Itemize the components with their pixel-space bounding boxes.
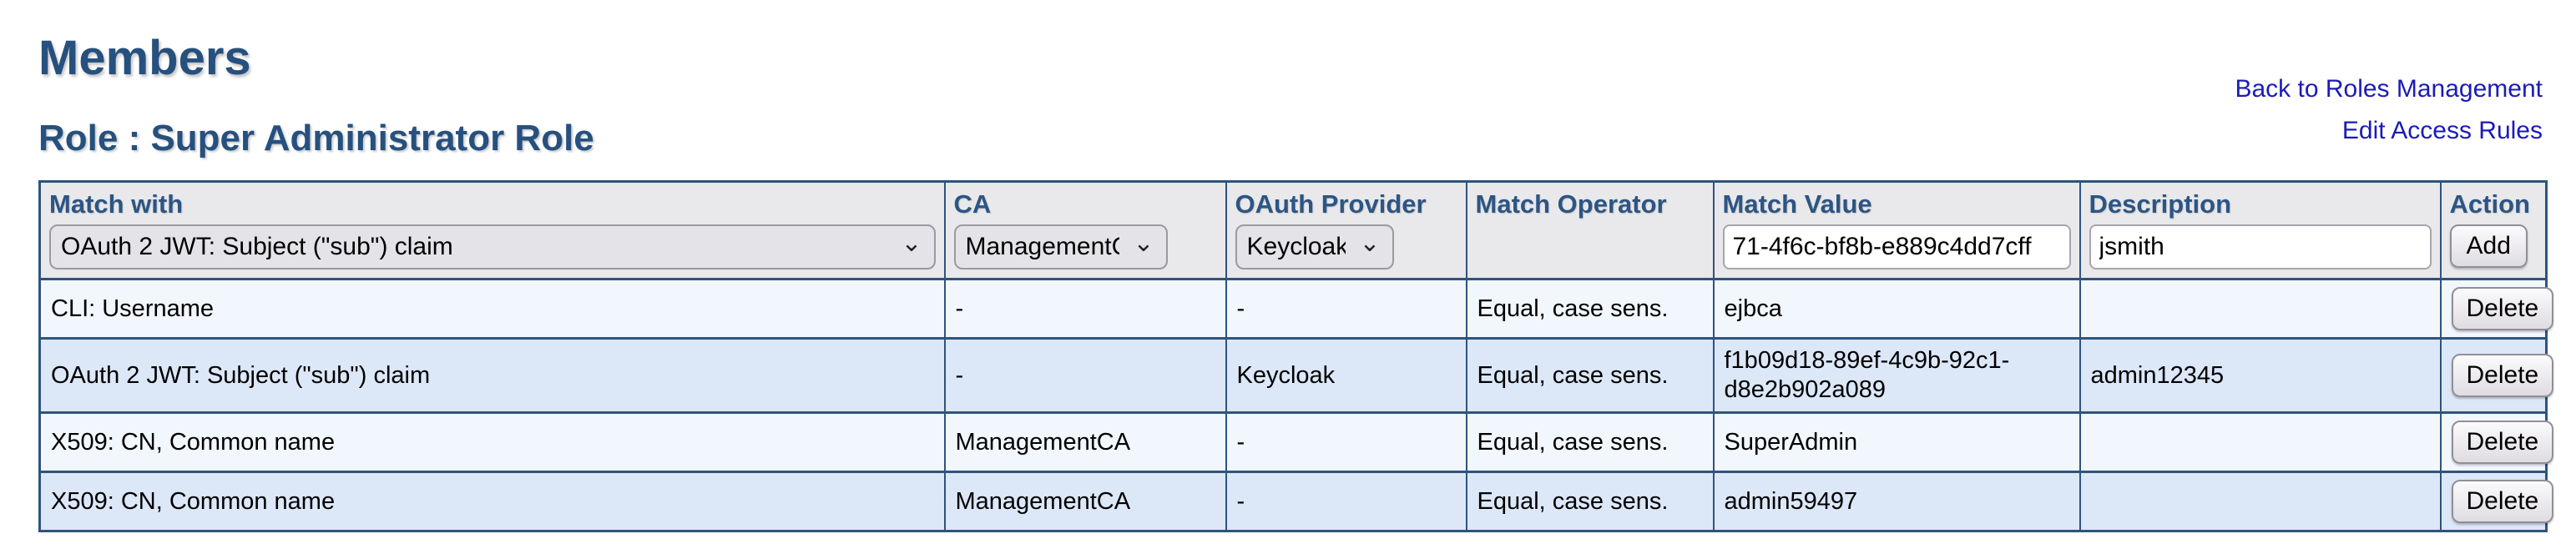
cell-ca: ManagementCA — [943, 411, 1227, 473]
ca-select[interactable]: ManagementCA ⌄ — [953, 224, 1168, 269]
cell-match-operator: Equal, case sens. — [1465, 411, 1715, 473]
header-cell-match-value: Match Value — [1712, 180, 2081, 280]
cell-oauth-provider: - — [1225, 411, 1467, 473]
chevron-down-icon: ⌄ — [1133, 229, 1154, 257]
column-header-action: Action — [2449, 189, 2530, 219]
header-cell-match-with: Match with OAuth 2 JWT: Subject ("sub") … — [38, 180, 946, 280]
header-cell-action: Action Add — [2439, 180, 2548, 280]
header-cell-ca: CA ManagementCA ⌄ — [943, 180, 1227, 280]
edit-access-rules-link[interactable]: Edit Access Rules — [2341, 117, 2543, 144]
cell-oauth-provider: Keycloak — [1225, 337, 1467, 414]
oauth-provider-select-value: Keycloak — [1246, 233, 1346, 260]
member-row: OAuth 2 JWT: Subject ("sub") claim - Key… — [38, 337, 2554, 414]
match-with-select-value: OAuth 2 JWT: Subject ("sub") claim — [61, 233, 453, 260]
member-row: X509: CN, Common name ManagementCA - Equ… — [38, 411, 2554, 473]
cell-description: admin12345 — [2078, 337, 2442, 414]
cell-description — [2078, 411, 2442, 473]
cell-ca: - — [943, 278, 1227, 340]
column-header-match-with: Match with — [49, 189, 184, 219]
header-cell-description: Description — [2078, 180, 2442, 280]
cell-action: Delete — [2439, 278, 2554, 340]
cell-match-operator: Equal, case sens. — [1465, 337, 1715, 414]
column-header-description: Description — [2089, 189, 2232, 219]
cell-description — [2078, 471, 2442, 532]
header-cell-match-operator: Match Operator — [1465, 180, 1715, 280]
delete-button[interactable]: Delete — [2451, 421, 2554, 464]
add-button[interactable]: Add — [2449, 224, 2528, 268]
header-cell-oauth-provider: OAuth Provider Keycloak ⌄ — [1225, 180, 1467, 280]
members-table: Match with OAuth 2 JWT: Subject ("sub") … — [38, 180, 2554, 532]
cell-match-value: admin59497 — [1712, 471, 2081, 532]
cell-action: Delete — [2439, 337, 2554, 414]
cell-action: Delete — [2439, 471, 2554, 532]
delete-button[interactable]: Delete — [2451, 480, 2554, 523]
cell-description — [2078, 278, 2442, 340]
member-row: CLI: Username - - Equal, case sens. ejbc… — [38, 278, 2554, 340]
table-header-row: Match with OAuth 2 JWT: Subject ("sub") … — [38, 180, 2548, 280]
cell-match-with: OAuth 2 JWT: Subject ("sub") claim — [38, 337, 946, 414]
cell-match-operator: Equal, case sens. — [1465, 471, 1715, 532]
cell-match-value: ejbca — [1712, 278, 2081, 340]
match-with-select[interactable]: OAuth 2 JWT: Subject ("sub") claim ⌄ — [49, 224, 936, 269]
chevron-down-icon: ⌄ — [1359, 229, 1381, 257]
cell-ca: - — [943, 337, 1227, 414]
cell-oauth-provider: - — [1225, 278, 1467, 340]
description-input[interactable] — [2089, 224, 2432, 269]
oauth-provider-select[interactable]: Keycloak ⌄ — [1235, 224, 1394, 269]
cell-match-operator: Equal, case sens. — [1465, 278, 1715, 340]
delete-button[interactable]: Delete — [2451, 287, 2554, 330]
cell-match-value: f1b09d18-89ef-4c9b-92c1-d8e2b902a089 — [1712, 337, 2081, 414]
cell-ca: ManagementCA — [943, 471, 1227, 532]
members-page: Back to Roles Management Edit Access Rul… — [0, 32, 2576, 532]
top-right-links: Back to Roles Management Edit Access Rul… — [2235, 68, 2543, 152]
cell-action: Delete — [2439, 411, 2554, 473]
role-subtitle: Role : Super Administrator Role — [38, 118, 594, 159]
cell-match-value: SuperAdmin — [1712, 411, 2081, 473]
cell-match-with: X509: CN, Common name — [38, 471, 946, 532]
cell-match-with: X509: CN, Common name — [38, 411, 946, 473]
page-title: Members — [38, 31, 251, 85]
cell-match-with: CLI: Username — [38, 278, 946, 340]
column-header-match-operator: Match Operator — [1475, 189, 1667, 219]
back-to-roles-management-link[interactable]: Back to Roles Management — [2235, 75, 2543, 103]
chevron-down-icon: ⌄ — [901, 229, 922, 257]
member-row: X509: CN, Common name ManagementCA - Equ… — [38, 471, 2554, 532]
match-value-input[interactable] — [1722, 224, 2071, 269]
ca-select-value: ManagementCA — [965, 233, 1120, 260]
column-header-ca: CA — [953, 189, 992, 219]
delete-button[interactable]: Delete — [2451, 354, 2554, 397]
column-header-match-value: Match Value — [1722, 189, 1872, 219]
cell-oauth-provider: - — [1225, 471, 1467, 532]
column-header-oauth-provider: OAuth Provider — [1235, 189, 1427, 219]
